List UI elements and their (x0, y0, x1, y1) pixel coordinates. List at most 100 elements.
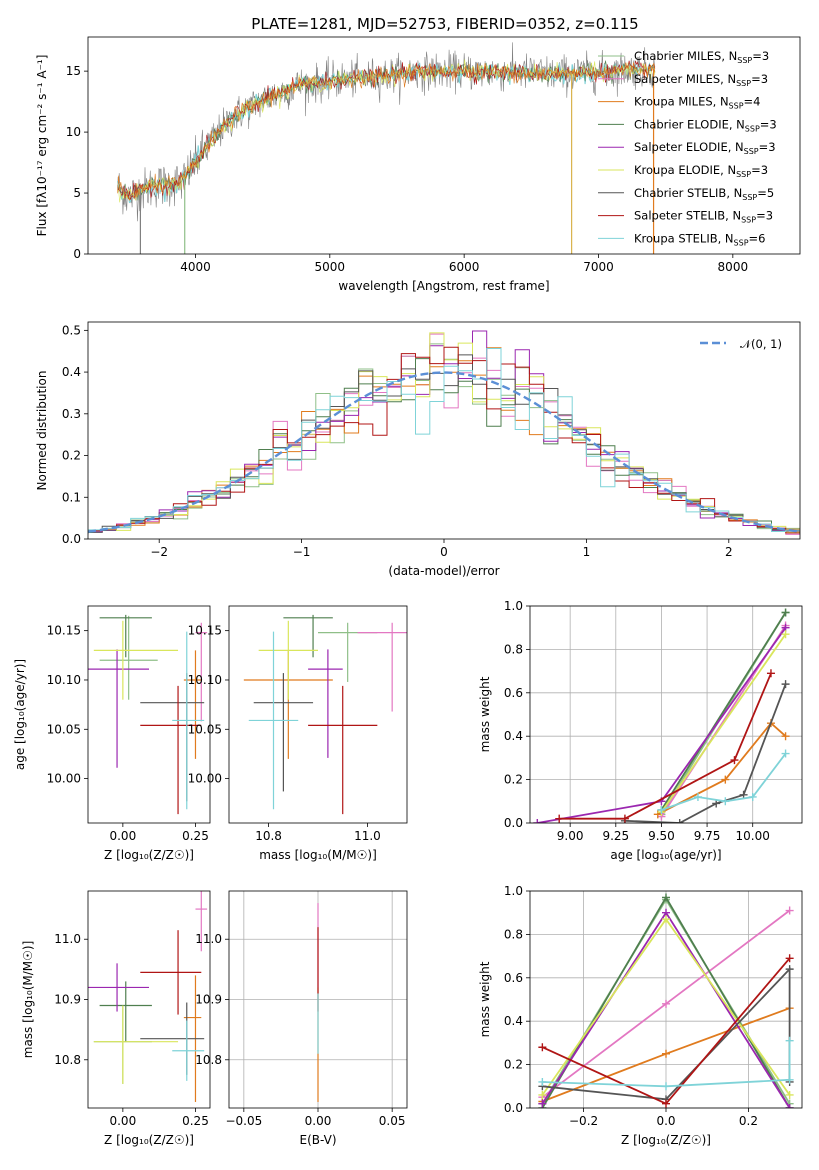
weight-marker (781, 630, 790, 639)
y-tick-label: 0.2 (504, 1058, 523, 1072)
axes-frame (228, 890, 408, 1109)
y-tick-label: 10.8 (54, 1053, 81, 1067)
y-tick-label: 0.6 (504, 971, 523, 985)
weight-marker (781, 749, 790, 758)
x-tick-label: 9.50 (648, 829, 675, 843)
plot-area (88, 614, 208, 815)
weight-line (542, 1040, 791, 1088)
y-tick-label: 0.4 (504, 1014, 523, 1028)
weight-marker (657, 805, 666, 814)
y-tick-label: 0.4 (62, 365, 81, 379)
axes-frame (529, 890, 803, 1109)
panel-weight-vs-age: 9.00 9.25 9.50 9.75 10.00 0.0 0.2 0.4 0.6 0.8 1.0 a… (478, 599, 803, 862)
weight-line (660, 612, 787, 811)
y-axis-label: mass weight (478, 961, 492, 1037)
weight-marker (785, 1090, 794, 1099)
weight-marker (781, 680, 790, 689)
weight-marker (538, 1099, 547, 1108)
legend-nssp: =5 (757, 186, 774, 200)
axes-frame (228, 605, 408, 824)
plot-area (243, 614, 407, 815)
x-tick-label: 9.00 (557, 829, 584, 843)
y-tick-label: 10.9 (195, 993, 222, 1007)
x-axis-label: Z [log₁₀(Z/Z☉)] (104, 1133, 194, 1147)
y-tick-label: 10.05 (188, 722, 222, 736)
y-tick-label: 5 (73, 186, 81, 200)
weight-marker (533, 819, 542, 823)
weight-marker (662, 893, 670, 902)
weight-line (660, 633, 787, 813)
y-axis-label: Normed distribution (35, 371, 49, 491)
axes-frame (87, 890, 211, 1109)
y-axis-label: mass [log₁₀(M/M☉)] (21, 941, 35, 1059)
y-tick-label: 10.00 (47, 772, 81, 786)
legend-label: Chabrier MILES, NSSP=3 (634, 49, 769, 65)
x-tick-label: 9.25 (602, 829, 629, 843)
weight-line (657, 721, 787, 816)
x-axis-label: (data-model)/error (388, 564, 499, 578)
legend-label: Chabrier ELODIE, NSSP=3 (634, 117, 777, 133)
x-tick-label: 5000 (315, 260, 346, 274)
y-tick-label: 10.05 (47, 722, 81, 736)
y-tick-label: 0.2 (62, 449, 81, 463)
y-tick-label: 10.15 (47, 624, 81, 638)
weight-marker (662, 1099, 670, 1108)
y-tick-label: 0.8 (504, 642, 523, 656)
x-tick-label: 0.2 (739, 1114, 758, 1128)
weight-marker (538, 1090, 547, 1099)
legend-label: Salpeter ELODIE, NSSP=3 (634, 140, 776, 156)
legend-label: Chabrier STELIB, NSSP=5 (634, 186, 774, 202)
x-tick-label: 11.0 (354, 829, 381, 843)
weight-marker (675, 819, 684, 823)
x-axis-label: age [log₁₀(age/yr)] (610, 848, 721, 862)
x-tick-label: 8000 (718, 260, 749, 274)
y-tick-label: 10.9 (54, 993, 81, 1007)
y-tick-label: 0.4 (504, 729, 523, 743)
panel-weight-vs-Z: −0.2 0.0 0.2 0.0 0.2 0.4 0.6 0.8 1.0 Z [log₁₀(Z/Z… (478, 884, 803, 1147)
weight-marker (785, 906, 794, 915)
x-tick-label: −1 (293, 545, 311, 559)
weight-marker (620, 814, 629, 823)
weight-marker (785, 1104, 794, 1108)
model-spectrum (117, 62, 656, 201)
model-spectrum (117, 60, 656, 200)
y-tick-label: 1.0 (504, 599, 523, 613)
x-tick-label: 1 (583, 545, 591, 559)
legend-nssp: =3 (752, 49, 769, 63)
weight-marker (662, 999, 670, 1008)
weight-marker (538, 1043, 547, 1052)
panel-mass-vs-ebv: −0.05 0.00 0.05 10.8 10.9 11.0 E(B-V) (195, 890, 408, 1147)
y-tick-label: 10.10 (188, 673, 222, 687)
x-axis-label: mass [log₁₀(M/M☉)] (259, 848, 377, 862)
legend-nssp: =3 (751, 72, 768, 86)
x-tick-label: 0.25 (182, 1114, 209, 1128)
weight-line (559, 672, 772, 820)
x-tick-label: 0.05 (379, 1114, 406, 1128)
histogram-8 (88, 348, 800, 532)
plot-area (88, 891, 208, 1102)
x-tick-label: 0 (440, 545, 448, 559)
x-tick-label: −2 (150, 545, 168, 559)
x-tick-label: 7000 (583, 260, 614, 274)
panel-mass-vs-Z: 0.00 0.25 10.8 10.9 11.0 Z [log₁₀(Z/Z☉)] mass … (21, 890, 211, 1147)
weight-marker (748, 792, 757, 801)
legend-nssp: =3 (751, 163, 768, 177)
weight-marker (538, 1077, 547, 1086)
x-tick-label: 6000 (449, 260, 480, 274)
y-tick-label: 11.0 (195, 932, 222, 946)
weight-line (624, 683, 787, 823)
y-tick-label: 0.0 (504, 1101, 523, 1115)
weight-marker (730, 756, 739, 765)
x-tick-label: 0.25 (182, 829, 209, 843)
legend-label: 𝒩(0, 1) (740, 337, 782, 351)
plot-area (88, 330, 800, 535)
plot-area (533, 608, 790, 823)
model-spectrum (117, 60, 656, 201)
y-tick-label: 10.8 (195, 1053, 222, 1067)
panel-residuals: −2 −1 0 1 2 0.0 0.1 0.2 0.3 0.4 0.5 (data-model)/er… (35, 321, 801, 578)
y-tick-label: 0.3 (62, 407, 81, 421)
y-tick-label: 0.0 (62, 532, 81, 546)
x-tick-label: −0.2 (569, 1114, 598, 1128)
